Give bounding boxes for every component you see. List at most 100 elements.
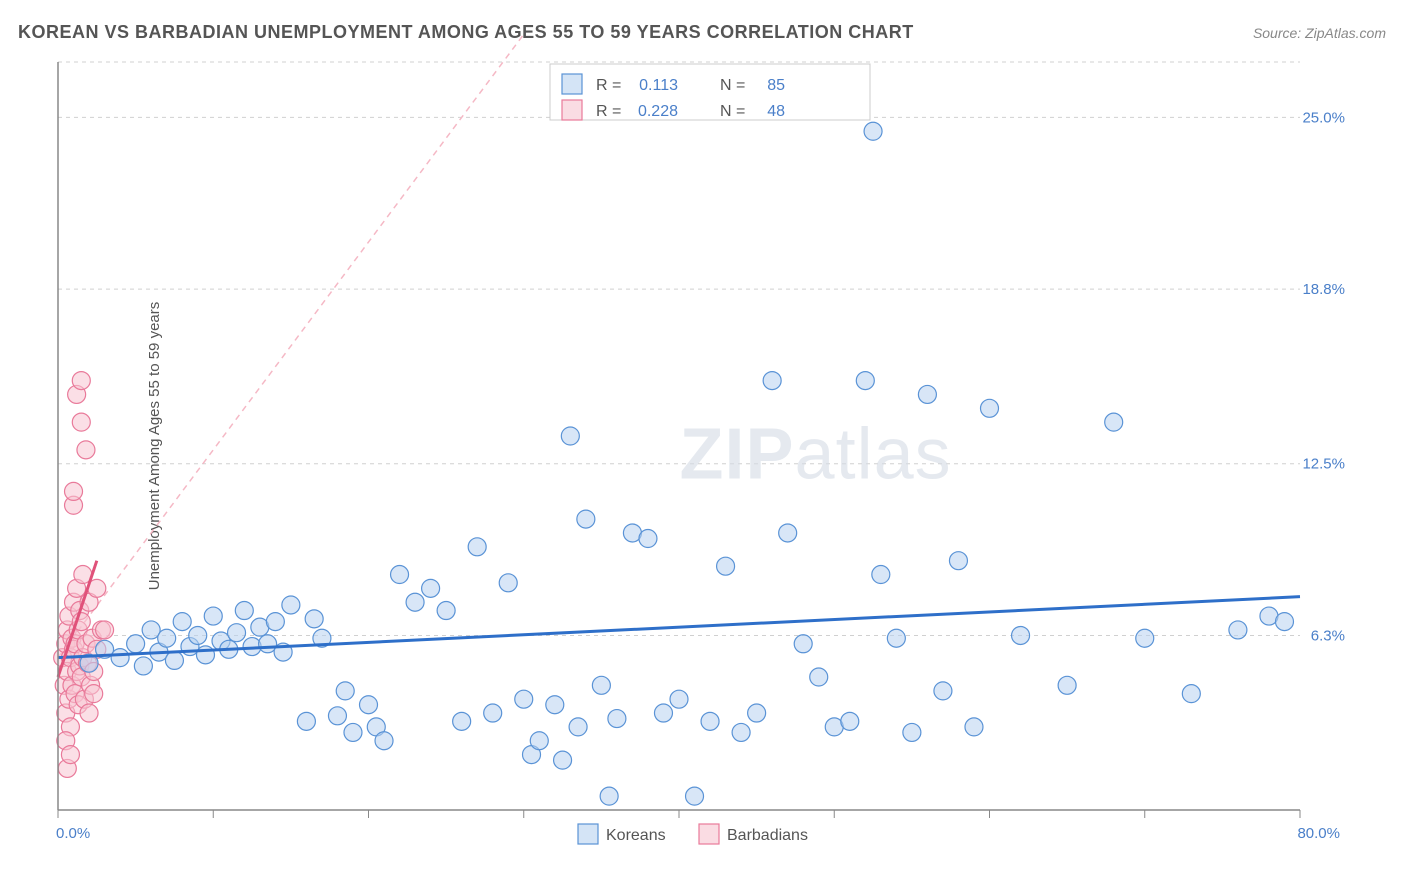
y-tick-label: 18.8% bbox=[1302, 281, 1345, 298]
data-point bbox=[85, 685, 103, 703]
data-point bbox=[165, 651, 183, 669]
watermark: ZIPatlas bbox=[680, 415, 952, 495]
legend-n-value: 48 bbox=[767, 103, 785, 120]
legend-r-label: R = bbox=[596, 77, 621, 94]
data-point bbox=[554, 751, 572, 769]
data-point bbox=[872, 566, 890, 584]
data-point bbox=[499, 574, 517, 592]
legend-r-label: R = bbox=[596, 103, 621, 120]
data-point bbox=[763, 372, 781, 390]
data-point bbox=[592, 676, 610, 694]
data-point bbox=[77, 441, 95, 459]
data-point bbox=[468, 538, 486, 556]
data-point bbox=[864, 122, 882, 140]
data-point bbox=[328, 707, 346, 725]
legend-swatch bbox=[699, 824, 719, 844]
data-point bbox=[686, 787, 704, 805]
data-point bbox=[1105, 413, 1123, 431]
data-point bbox=[981, 399, 999, 417]
data-point bbox=[235, 602, 253, 620]
data-point bbox=[344, 723, 362, 741]
data-point bbox=[779, 524, 797, 542]
data-point bbox=[732, 723, 750, 741]
data-point bbox=[569, 718, 587, 736]
data-point bbox=[903, 723, 921, 741]
legend-r-value: 0.113 bbox=[639, 77, 678, 94]
data-point bbox=[515, 690, 533, 708]
chart-title: KOREAN VS BARBADIAN UNEMPLOYMENT AMONG A… bbox=[18, 22, 914, 43]
legend-series-label: Koreans bbox=[606, 827, 666, 844]
data-point bbox=[80, 704, 98, 722]
data-point bbox=[654, 704, 672, 722]
data-point bbox=[173, 613, 191, 631]
data-point bbox=[717, 557, 735, 575]
data-point bbox=[196, 646, 214, 664]
data-point bbox=[297, 712, 315, 730]
y-tick-label: 6.3% bbox=[1311, 627, 1345, 644]
data-point bbox=[134, 657, 152, 675]
data-point bbox=[484, 704, 502, 722]
data-point bbox=[577, 510, 595, 528]
data-point bbox=[437, 602, 455, 620]
data-point bbox=[422, 579, 440, 597]
data-point bbox=[266, 613, 284, 631]
data-point bbox=[918, 385, 936, 403]
data-point bbox=[127, 635, 145, 653]
data-point bbox=[189, 626, 207, 644]
data-point bbox=[794, 635, 812, 653]
data-point bbox=[608, 710, 626, 728]
x-tick-label: 80.0% bbox=[1297, 825, 1340, 842]
data-point bbox=[1012, 626, 1030, 644]
x-tick-label: 0.0% bbox=[56, 825, 90, 842]
data-point bbox=[375, 732, 393, 750]
data-point bbox=[228, 624, 246, 642]
chart-container: KOREAN VS BARBADIAN UNEMPLOYMENT AMONG A… bbox=[0, 0, 1406, 892]
data-point bbox=[360, 696, 378, 714]
legend-r-value: 0.228 bbox=[638, 103, 678, 120]
plot-area: 6.3% 12.5% 18.8% 25.0% ZIPatlas 0.0% 80.0% R = 0… bbox=[50, 60, 1370, 850]
data-point bbox=[748, 704, 766, 722]
scatter-plot: 6.3% 12.5% 18.8% 25.0% ZIPatlas 0.0% 80.0% R = 0… bbox=[50, 60, 1370, 850]
data-point bbox=[96, 621, 114, 639]
data-point bbox=[701, 712, 719, 730]
data-point bbox=[61, 746, 79, 764]
legend-n-label: N = bbox=[720, 103, 745, 120]
data-point bbox=[600, 787, 618, 805]
data-point bbox=[965, 718, 983, 736]
data-point bbox=[72, 413, 90, 431]
data-point bbox=[111, 649, 129, 667]
legend-swatch bbox=[578, 824, 598, 844]
data-point bbox=[810, 668, 828, 686]
trend-line-dashed bbox=[58, 34, 524, 657]
data-point bbox=[670, 690, 688, 708]
data-point bbox=[204, 607, 222, 625]
data-point bbox=[1058, 676, 1076, 694]
data-point bbox=[158, 629, 176, 647]
data-point bbox=[561, 427, 579, 445]
data-point bbox=[887, 629, 905, 647]
data-point bbox=[1136, 629, 1154, 647]
data-point bbox=[391, 566, 409, 584]
data-point bbox=[841, 712, 859, 730]
data-point bbox=[282, 596, 300, 614]
data-point bbox=[934, 682, 952, 700]
data-point bbox=[65, 482, 83, 500]
y-tick-label: 25.0% bbox=[1302, 109, 1345, 126]
legend-n-label: N = bbox=[720, 77, 745, 94]
data-point bbox=[546, 696, 564, 714]
data-point bbox=[949, 552, 967, 570]
data-point bbox=[406, 593, 424, 611]
data-point bbox=[72, 372, 90, 390]
data-point bbox=[453, 712, 471, 730]
y-tick-label: 12.5% bbox=[1302, 456, 1345, 473]
data-point bbox=[305, 610, 323, 628]
data-point bbox=[530, 732, 548, 750]
data-point bbox=[336, 682, 354, 700]
data-point bbox=[1182, 685, 1200, 703]
legend-series-label: Barbadians bbox=[727, 827, 808, 844]
legend-swatch bbox=[562, 100, 582, 120]
legend-n-value: 85 bbox=[767, 77, 785, 94]
data-point bbox=[1229, 621, 1247, 639]
legend-swatch bbox=[562, 74, 582, 94]
data-point bbox=[1275, 613, 1293, 631]
